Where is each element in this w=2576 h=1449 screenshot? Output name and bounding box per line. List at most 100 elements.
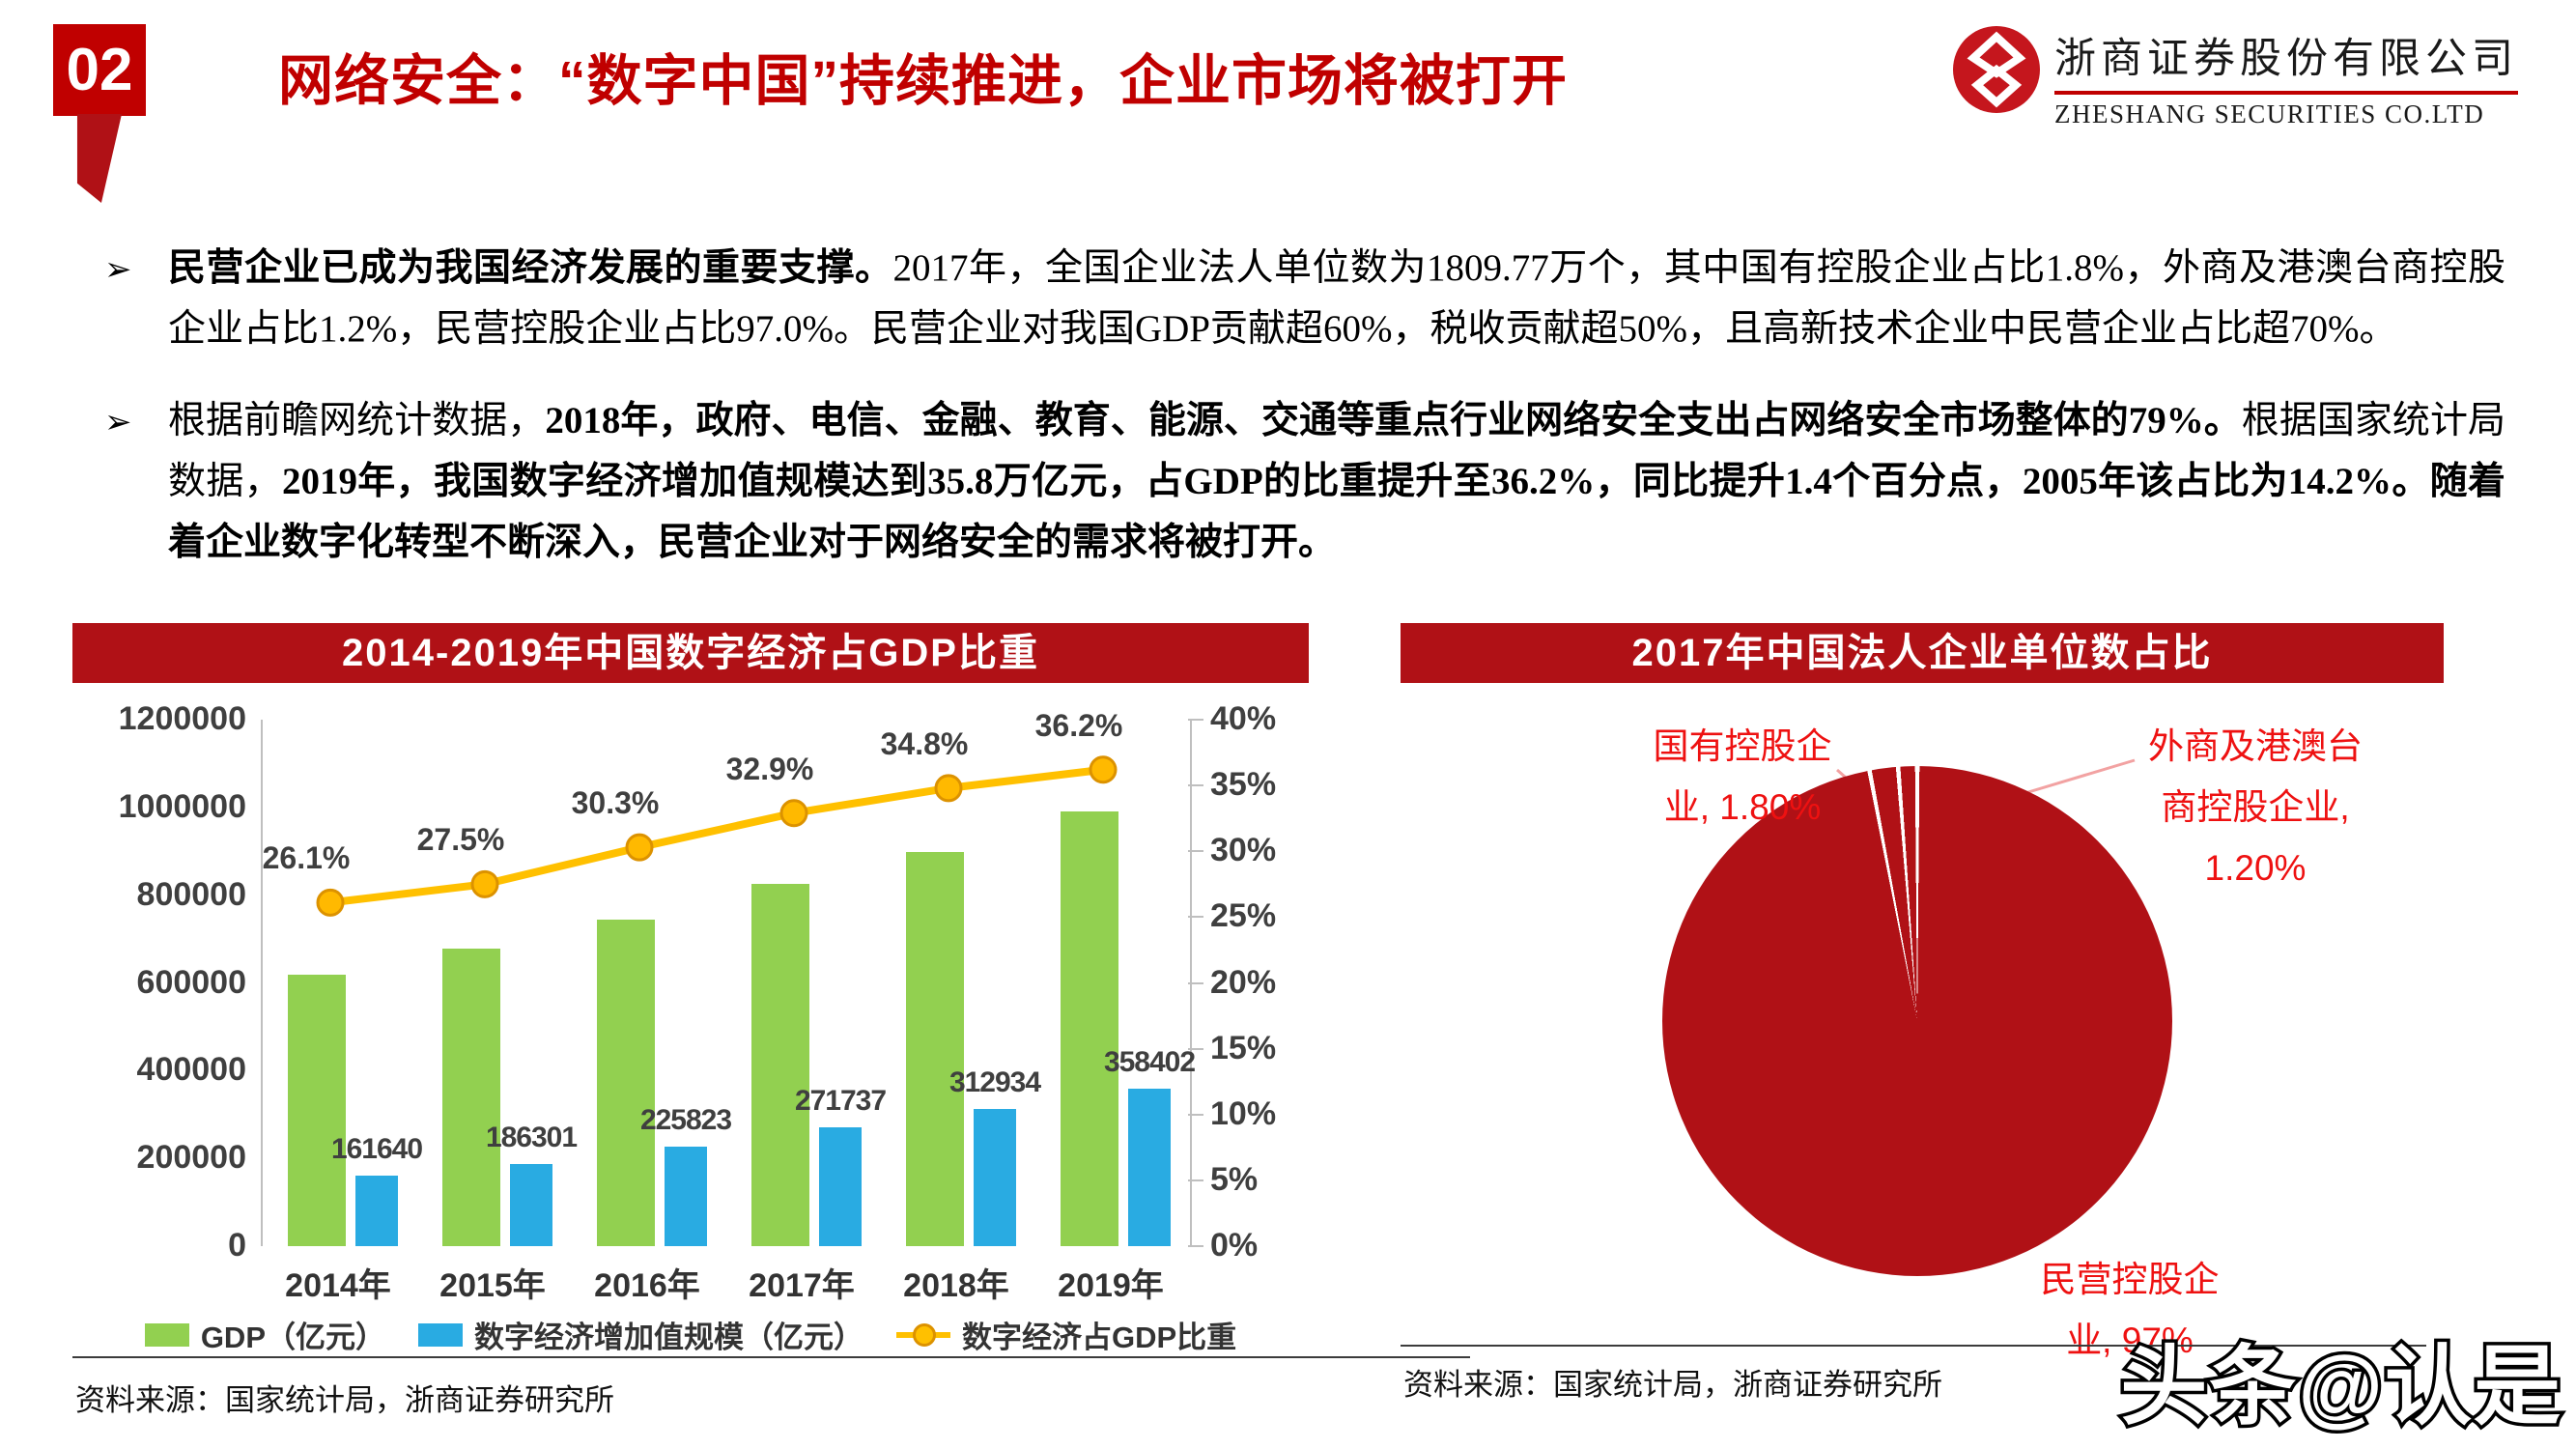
bullet-item: ➢ 根据前瞻网统计数据，2018年，政府、电信、金融、教育、能源、交通等重点行业网… xyxy=(104,390,2505,573)
pie-slice-label-line: 业, 1.80% xyxy=(1663,787,1822,827)
yaxis-left-tick: 0 xyxy=(228,1227,246,1264)
digital-economy-bar xyxy=(974,1108,1016,1246)
yaxis-right-tick: 35% xyxy=(1210,766,1277,804)
digital-economy-value-label: 186301 xyxy=(485,1122,578,1154)
xaxis-label: 2018年 xyxy=(903,1267,1009,1304)
gdp-share-point-label: 26.1% xyxy=(262,840,351,876)
yaxis-right-tickmark xyxy=(1188,784,1203,787)
bullet-item: ➢ 民营企业已成为我国经济发展的重要支撑。2017年，全国企业法人单位数为1809… xyxy=(104,238,2505,359)
yaxis-right-tickmark xyxy=(1188,981,1203,984)
legend-item: 数字经济占GDP比重 xyxy=(896,1313,1236,1356)
bullet-marker-icon: ➢ xyxy=(104,250,132,289)
gdp-share-point-label: 34.8% xyxy=(880,725,969,761)
company-name-cn: 浙商证券股份有限公司 xyxy=(2054,25,2518,95)
left-chart-legend: GDP（亿元） 数字经济增加值规模（亿元） 数字经济占GDP比重 xyxy=(72,1313,1309,1356)
gdp-share-point-label: 30.3% xyxy=(571,785,660,821)
digital-economy-value-label: 358402 xyxy=(1103,1046,1196,1079)
yaxis-right-tick: 15% xyxy=(1210,1029,1277,1066)
yaxis-right-tick: 10% xyxy=(1210,1094,1277,1132)
yaxis-right-tickmark xyxy=(1188,1245,1203,1247)
yaxis-right-tick: 20% xyxy=(1210,963,1277,1001)
bullet-segment: 民营企业已成为我国经济发展的重要支撑。 xyxy=(168,247,893,289)
pie-slice-label-line: 1.20% xyxy=(2204,848,2307,888)
gdp-bar xyxy=(906,851,964,1246)
legend-item: 数字经济增加值规模（亿元） xyxy=(418,1313,863,1356)
digital-economy-value-label: 312934 xyxy=(948,1065,1041,1098)
legend-label: 数字经济占GDP比重 xyxy=(962,1321,1237,1354)
gdp-share-line xyxy=(316,755,1118,917)
gdp-bar xyxy=(751,883,809,1246)
left-chart-title: 2014-2019年中国数字经济占GDP比重 xyxy=(72,623,1309,683)
badge-ribbon-shape xyxy=(76,114,123,203)
legend-swatch-icon xyxy=(144,1322,189,1347)
pie-slice-label: 国有控股企业, 1.80% xyxy=(1621,716,1864,838)
yaxis-right-tickmark xyxy=(1188,916,1203,919)
yaxis-right-tick: 40% xyxy=(1210,700,1277,737)
gdp-bar xyxy=(288,974,346,1246)
pie-slice-label-line: 外商及港澳台 xyxy=(2148,726,2363,766)
yaxis-right-tickmark xyxy=(1188,850,1203,853)
bullet-segment: 根据前瞻网统计数据， xyxy=(168,400,546,441)
digital-economy-bar xyxy=(665,1147,707,1246)
yaxis-left-tick: 1000000 xyxy=(118,787,246,825)
xaxis-label: 2015年 xyxy=(439,1267,546,1304)
yaxis-right-tick: 5% xyxy=(1210,1160,1259,1198)
bullet-segment: 2019年，我国数字经济增加值规模达到35.8万亿元，占GDP的比重提升至36.… xyxy=(168,461,2505,563)
watermark-text: 头条@认是 xyxy=(2117,1336,2564,1439)
gdp-share-point-label: 32.9% xyxy=(725,751,814,786)
yaxis-left-tick: 800000 xyxy=(136,875,246,913)
digital-economy-bar xyxy=(355,1175,398,1246)
pie-slice-label-line: 业, 97% xyxy=(2066,1321,2194,1360)
pie-slice-label-line: 民营控股企 xyxy=(2040,1260,2220,1299)
gdp-share-point-label: 27.5% xyxy=(416,822,505,858)
company-logo: 浙商证券股份有限公司 ZHESHANG SECURITIES CO.LTD xyxy=(1952,25,2518,129)
bullet-marker-icon: ➢ xyxy=(104,403,132,441)
yaxis-right-tick: 30% xyxy=(1210,832,1277,869)
xaxis-label: 2016年 xyxy=(594,1267,700,1304)
digital-economy-value-label: 271737 xyxy=(794,1084,887,1117)
page-title: 网络安全：“数字中国”持续推进，企业市场将被打开 xyxy=(278,50,1568,112)
legend-item: GDP（亿元） xyxy=(144,1313,385,1356)
xaxis-label: 2014年 xyxy=(285,1267,391,1304)
left-source-divider xyxy=(72,1356,1470,1358)
digital-economy-bar xyxy=(1128,1089,1171,1246)
yaxis-right-tickmark xyxy=(1188,1047,1203,1050)
right-source-divider xyxy=(1401,1345,2426,1347)
pie-slice-label-line: 国有控股企 xyxy=(1653,726,1832,766)
yaxis-left-tick: 400000 xyxy=(136,1051,246,1089)
yaxis-right-tickmark xyxy=(1188,1179,1203,1181)
xaxis-label: 2017年 xyxy=(749,1267,855,1304)
yaxis-right-tick: 0% xyxy=(1210,1227,1259,1264)
section-number-badge: 02 xyxy=(53,24,146,116)
yaxis-right-tickmark xyxy=(1188,1113,1203,1116)
pie-slice-label: 外商及港澳台 商控股企业, 1.20% xyxy=(2108,716,2403,898)
digital-economy-bar xyxy=(510,1164,552,1246)
gdp-share-point-label: 36.2% xyxy=(1034,707,1123,743)
digital-economy-value-label: 161640 xyxy=(330,1132,423,1165)
gdp-bar xyxy=(597,919,655,1246)
legend-line-marker-icon xyxy=(913,1322,936,1347)
digital-economy-bar xyxy=(819,1126,862,1246)
legend-label: 数字经济增加值规模（亿元） xyxy=(474,1321,863,1354)
legend-label: GDP（亿元） xyxy=(200,1321,385,1354)
yaxis-right-tick: 25% xyxy=(1210,897,1277,935)
left-source-note: 资料来源：国家统计局，浙商证券研究所 xyxy=(75,1383,614,1417)
bullet-segment: 2018年，政府、电信、金融、教育、能源、交通等重点行业网络安全支出占网络安全市… xyxy=(545,400,2242,441)
pie-slice-label-line: 商控股企业, xyxy=(2161,787,2350,827)
yaxis-left-tick: 1200000 xyxy=(118,700,246,737)
company-name-en: ZHESHANG SECURITIES CO.LTD xyxy=(2054,99,2485,128)
logo-text: 浙商证券股份有限公司 ZHESHANG SECURITIES CO.LTD xyxy=(2054,25,2518,129)
right-chart-title: 2017年中国法人企业单位数占比 xyxy=(1401,623,2444,683)
bullet-segment: 2017年，全国企业法人单位数为1809.77万个，其中国有控股企业占比1.8%… xyxy=(168,247,2505,350)
bullet-list: ➢ 民营企业已成为我国经济发展的重要支撑。2017年，全国企业法人单位数为1809… xyxy=(104,238,2505,604)
yaxis-left-tick: 600000 xyxy=(136,963,246,1001)
pie-slice-label: 民营控股企业, 97% xyxy=(2004,1249,2255,1371)
yaxis-right-tickmark xyxy=(1188,719,1203,721)
gdp-bar xyxy=(1061,811,1118,1246)
legend-line-icon xyxy=(896,1322,950,1347)
bullet-segment: 根据国家统计局数据， xyxy=(168,400,2505,502)
right-source-note: 资料来源：国家统计局，浙商证券研究所 xyxy=(1403,1368,1942,1402)
gdp-digital-economy-chart: 2014-2019年中国数字经济占GDP比重 1200000 1000000 800… xyxy=(72,623,1309,1362)
pie xyxy=(1662,766,2172,1276)
digital-economy-value-label: 225823 xyxy=(639,1104,732,1137)
